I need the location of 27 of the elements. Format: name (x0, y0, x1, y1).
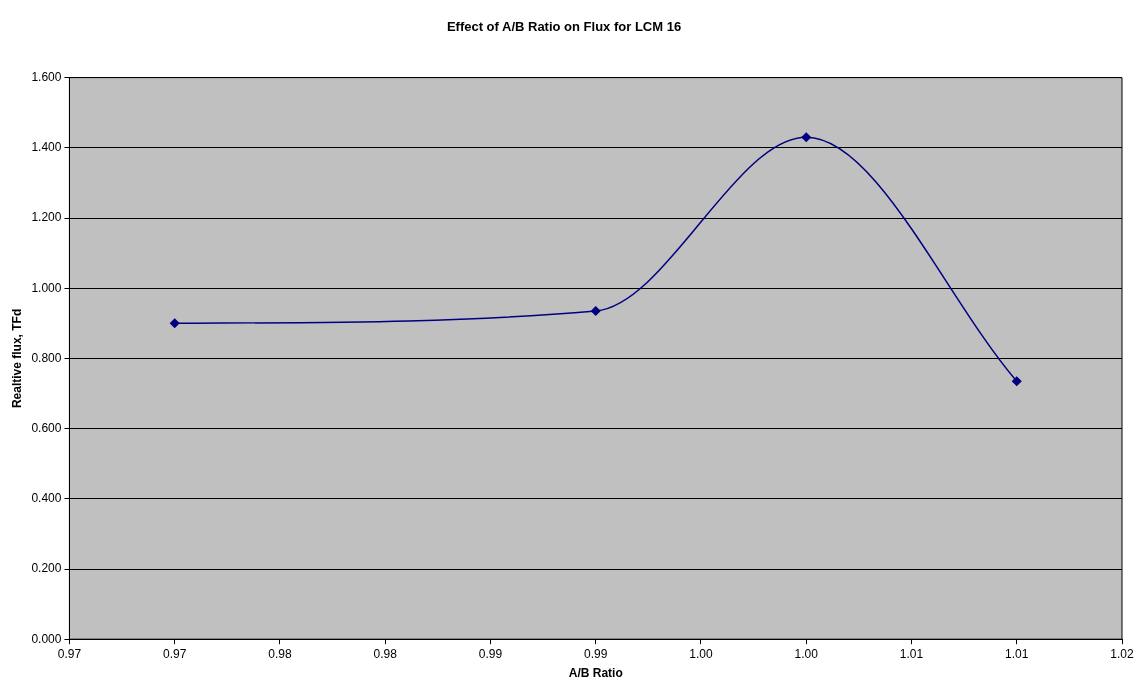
x-tick-label: 1.02 (1110, 646, 1134, 661)
point (590, 306, 601, 316)
x-tick-label: 0.99 (478, 646, 503, 661)
y-tick-label: 0.400 (31, 491, 62, 506)
y-tick-label: 0.200 (31, 561, 62, 576)
chart-title: Effect of A/B Ratio on Flux for LCM 16 (446, 19, 682, 35)
x-tick-label: 0.97 (57, 646, 82, 661)
y-axis-title: Realtive flux, TFd (9, 308, 24, 409)
point (169, 318, 180, 329)
x-tick-label: 0.98 (268, 646, 292, 661)
y-tick-label: 1.400 (31, 140, 62, 155)
point (1011, 376, 1022, 386)
y-tick-label: 1.200 (31, 210, 62, 225)
y-tick-label: 1.600 (31, 69, 62, 84)
x-axis-title: A/B Ratio (568, 666, 623, 681)
point (801, 132, 811, 143)
x-tick-label: 0.97 (163, 646, 187, 661)
y-tick-label: 0.600 (31, 420, 62, 435)
y-tick-label: 1.000 (31, 280, 62, 295)
x-tick-label: 1.00 (794, 646, 819, 661)
x-tick-label: 1.01 (1005, 646, 1029, 661)
y-tick-label: 0.800 (31, 350, 62, 365)
x-tick-label: 0.99 (584, 646, 608, 661)
x-tick-label: 0.98 (373, 646, 398, 661)
x-tick-label: 1.01 (899, 646, 924, 661)
x-tick-label: 1.00 (689, 646, 713, 661)
y-tick-label: 0.000 (31, 631, 62, 646)
